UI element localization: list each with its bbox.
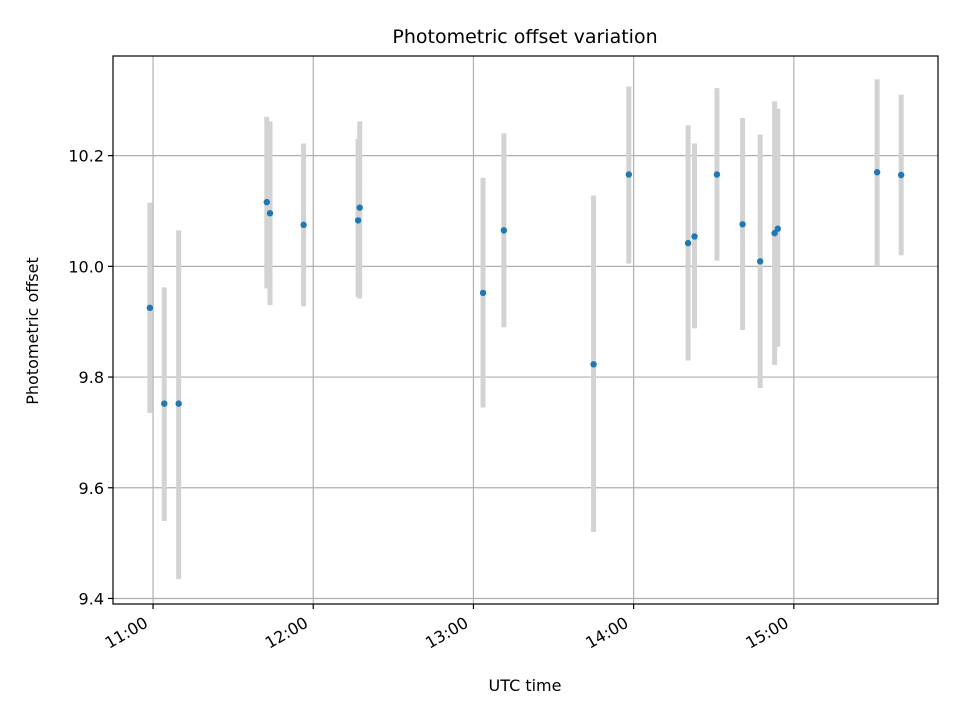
y-tick-label: 10.0 bbox=[68, 257, 104, 276]
data-point bbox=[774, 225, 782, 232]
y-axis-label: Photometric offset bbox=[23, 257, 42, 405]
data-point bbox=[590, 361, 597, 368]
y-tick-label: 9.8 bbox=[79, 368, 104, 387]
x-axis-label: UTC time bbox=[489, 676, 562, 695]
data-point bbox=[691, 233, 698, 240]
chart-title: Photometric offset variation bbox=[392, 26, 657, 48]
y-tick-label: 10.2 bbox=[68, 147, 104, 166]
data-point bbox=[756, 258, 764, 265]
data-point bbox=[625, 171, 633, 178]
data-point bbox=[684, 239, 692, 247]
data-point bbox=[897, 171, 905, 179]
data-point bbox=[873, 169, 881, 176]
y-axis-ticks: 9.4 9.6 9.8 10.0 10.2 bbox=[68, 147, 113, 608]
grid bbox=[113, 56, 938, 604]
data-point bbox=[354, 217, 362, 224]
data-point bbox=[771, 229, 778, 237]
data-point bbox=[263, 198, 270, 206]
plot-frame bbox=[112, 55, 939, 605]
data-point bbox=[161, 400, 168, 407]
data-points bbox=[146, 169, 905, 407]
data-point bbox=[739, 221, 746, 228]
data-point bbox=[266, 210, 274, 217]
data-point bbox=[175, 400, 182, 407]
data-point bbox=[713, 171, 721, 178]
data-point bbox=[146, 304, 154, 312]
data-point bbox=[300, 221, 307, 229]
data-point bbox=[500, 227, 508, 234]
data-point bbox=[356, 204, 363, 211]
data-point bbox=[479, 289, 487, 297]
y-tick-label: 9.6 bbox=[79, 479, 104, 498]
y-tick-label: 9.4 bbox=[79, 589, 104, 608]
